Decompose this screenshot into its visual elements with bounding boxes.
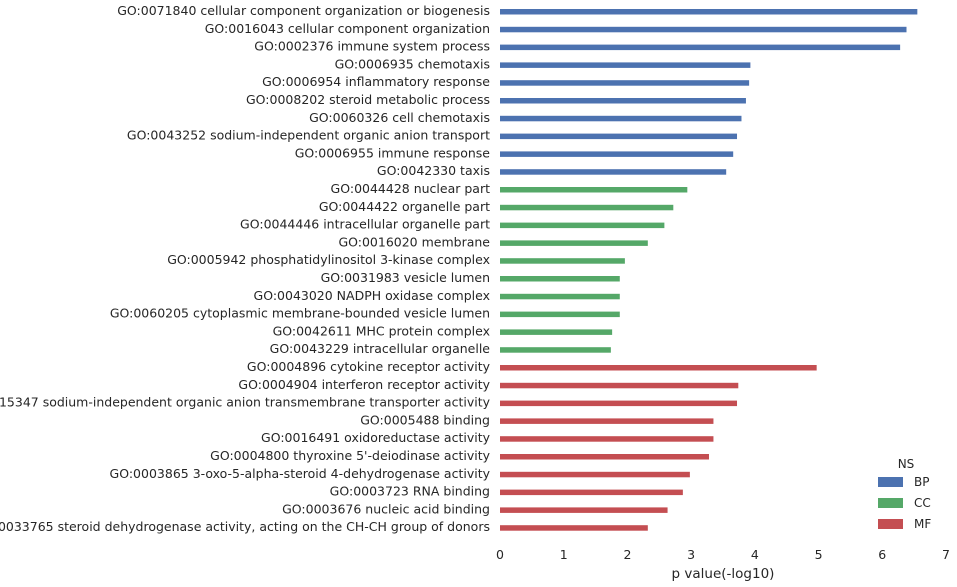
category-label: GO:0004904 interferon receptor activity [238,377,490,392]
x-tick-label: 1 [560,547,568,562]
x-tick-labels: 0 1 2 3 4 5 6 7 [496,547,950,562]
category-label: GO:0005488 binding [360,412,490,427]
bar [500,329,613,335]
category-label: GO:0033765 steroid dehydrogenase activit… [0,519,490,534]
legend-label: MF [914,517,931,531]
bar [500,240,648,246]
category-label: GO:0008202 steroid metabolic process [246,92,490,107]
bar [500,489,683,496]
bar [500,436,714,442]
bar [500,365,817,371]
category-label: GO:0004800 thyroxine 5'-deiodinase activ… [210,448,490,463]
bar [500,418,714,424]
category-label: GO:0044422 organelle part [319,199,490,214]
category-label: GO:0003723 RNA binding [330,484,490,499]
bars-group [500,9,918,531]
bar [500,115,742,122]
category-label: GO:0003676 nucleic acid binding [282,501,490,516]
bar [500,222,665,229]
legend-swatch [878,519,903,529]
bar [500,80,750,86]
category-label: GO:0006954 inflammatory response [262,74,490,89]
x-tick-label: 5 [815,547,823,562]
x-tick-label: 0 [496,547,504,562]
legend: NS BP CC MF [878,457,931,531]
category-label: GO:0044446 intracellular organelle part [240,217,490,232]
category-label: GO:0031983 vesicle lumen [321,270,490,285]
legend-swatch [878,477,903,487]
bar [500,258,625,264]
x-tick-label: 7 [942,547,950,562]
bar [500,382,739,389]
category-label: GO:0004896 cytokine receptor activity [247,359,491,374]
category-label: GO:0044428 nuclear part [331,181,491,196]
legend-label: BP [914,475,929,489]
bar [500,187,688,193]
category-label: GO:0006955 immune response [295,145,491,160]
category-label: GO:0016020 membrane [338,234,490,249]
bar [500,507,668,513]
category-label: GO:0043020 NADPH oxidase complex [254,288,490,303]
category-label: GO:0042330 taxis [377,163,490,178]
x-tick-label: 2 [623,547,631,562]
bar [500,62,751,68]
bar [500,311,620,318]
category-label: GO:0060326 cell chemotaxis [309,110,490,125]
bar [500,400,738,407]
x-tick-label: 3 [687,547,695,562]
category-label: GO:0060205 cytoplasmic membrane-bounded … [110,306,490,321]
category-label: GO:0016043 cellular component organizati… [205,21,490,36]
bar [500,151,734,157]
legend-label: CC [914,496,931,510]
category-label: GO:0071840 cellular component organizati… [117,3,490,18]
category-label: GO:0016491 oxidoreductase activity [261,430,491,445]
category-label: GO:0015347 sodium-independent organic an… [0,395,491,410]
bar [500,204,674,211]
category-label: GO:0043252 sodium-independent organic an… [127,128,490,143]
category-labels: GO:0071840 cellular component organizati… [0,3,491,534]
bar [500,347,611,353]
x-axis: 0 1 2 3 4 5 6 7 p value(-log10) [496,547,950,582]
bar [500,525,648,531]
bar [500,98,746,104]
bar [500,454,709,460]
category-label: GO:0005942 phosphatidylinositol 3-kinase… [167,252,490,267]
legend-swatch [878,498,903,508]
category-label: GO:0003865 3-oxo-5-alpha-steroid 4-dehyd… [110,466,491,481]
category-label: GO:0002376 immune system process [254,39,490,54]
bar [500,169,727,175]
bar [500,133,738,140]
bar [500,471,690,478]
bar [500,276,620,282]
bar [500,9,918,15]
category-label: GO:0042611 MHC protein complex [273,323,490,338]
bar [500,26,907,33]
legend-items: BP CC MF [878,475,931,531]
bar [500,293,620,300]
bar [500,44,901,51]
category-label: GO:0006935 chemotaxis [335,56,490,71]
x-tick-label: 4 [751,547,759,562]
legend-title: NS [898,457,915,471]
x-tick-label: 6 [878,547,886,562]
x-axis-label: p value(-log10) [672,566,775,582]
category-label: GO:0043229 intracellular organelle [270,341,491,356]
